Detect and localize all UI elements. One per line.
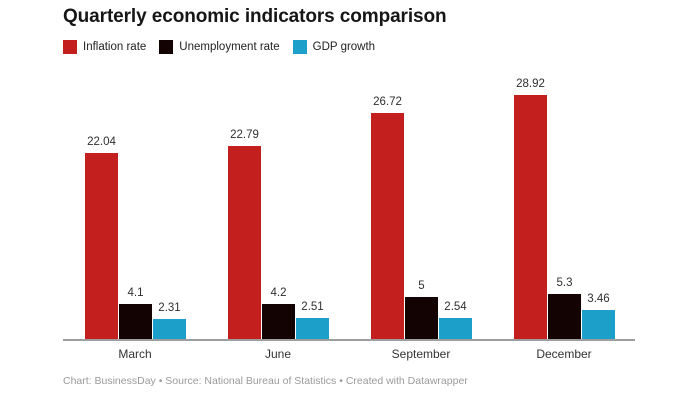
legend: Inflation rate Unemployment rate GDP growt…: [63, 40, 375, 54]
chart-title: Quarterly economic indicators comparison: [63, 6, 447, 27]
legend-label: Unemployment rate: [179, 41, 280, 53]
legend-item-gdp-growth: GDP growth: [292, 40, 376, 54]
bar-unemployment-rate-december: [548, 294, 581, 339]
bar-gdp-growth-march: [153, 319, 186, 339]
legend-swatch-unemployment-rate: [159, 40, 174, 54]
value-label-gdp-growth-december: 3.46: [587, 293, 610, 305]
value-label-inflation-rate-september: 26.72: [373, 96, 402, 108]
bar-gdp-growth-december: [582, 310, 615, 339]
value-label-unemployment-rate-december: 5.3: [556, 277, 573, 289]
bar-inflation-rate-june: [228, 146, 261, 339]
bar-unemployment-rate-march: [119, 304, 152, 339]
category-label-december: December: [536, 347, 592, 361]
value-label-inflation-rate-december: 28.92: [516, 78, 545, 90]
bar-inflation-rate-september: [371, 113, 404, 339]
legend-item-unemployment-rate: Unemployment rate: [159, 40, 280, 54]
bar-unemployment-rate-june: [262, 304, 295, 339]
bar-gdp-growth-september: [439, 318, 472, 339]
bar-inflation-rate-march: [85, 153, 118, 339]
category-label-march: March: [118, 347, 152, 361]
value-label-inflation-rate-march: 22.04: [87, 136, 116, 148]
legend-swatch-gdp-growth: [292, 40, 307, 54]
value-label-gdp-growth-september: 2.54: [444, 301, 467, 313]
value-label-unemployment-rate-march: 4.1: [127, 287, 144, 299]
category-label-june: June: [264, 347, 292, 361]
value-label-unemployment-rate-june: 4.2: [270, 287, 287, 299]
bar-gdp-growth-june: [296, 318, 329, 339]
legend-label: GDP growth: [312, 41, 376, 53]
value-label-gdp-growth-june: 2.51: [301, 301, 324, 313]
attribution-footer: Chart: BusinessDay • Source: National Bu…: [63, 375, 468, 387]
x-axis-line: [63, 339, 635, 341]
bar-inflation-rate-december: [514, 95, 547, 339]
legend-item-inflation-rate: Inflation rate: [63, 40, 146, 54]
value-label-gdp-growth-march: 2.31: [158, 302, 181, 314]
bar-unemployment-rate-september: [405, 297, 438, 339]
legend-swatch-inflation-rate: [63, 40, 77, 54]
legend-label: Inflation rate: [83, 41, 147, 53]
category-label-september: September: [391, 347, 451, 361]
value-label-unemployment-rate-september: 5: [418, 280, 425, 292]
value-label-inflation-rate-june: 22.79: [230, 129, 259, 141]
